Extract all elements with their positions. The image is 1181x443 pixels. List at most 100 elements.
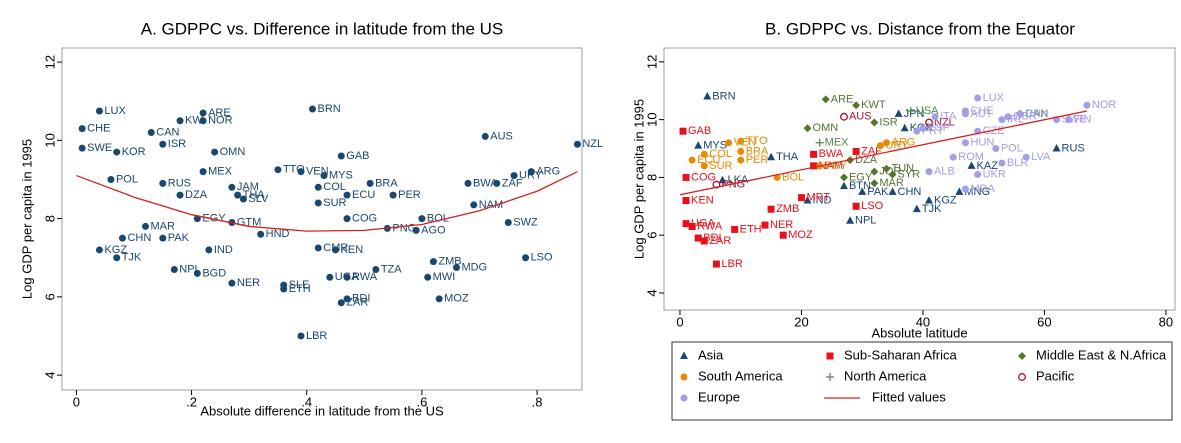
point-label: HUN: [970, 137, 994, 149]
point-label: CHN: [127, 232, 151, 244]
marker: [504, 219, 512, 227]
x-tick-label: 20: [794, 314, 808, 329]
marker: [888, 187, 897, 195]
marker: [314, 183, 322, 191]
legend-label: Sub-Saharan Africa: [844, 347, 958, 362]
marker: [703, 92, 712, 100]
x-tick-label: .8: [532, 394, 543, 409]
point-label: COL: [323, 181, 346, 193]
x-tick-label: 60: [1037, 314, 1051, 329]
point-label: CHE: [970, 105, 993, 117]
marker: [810, 162, 818, 170]
point-label: JAM: [237, 181, 259, 193]
x-tick-label: 0: [676, 314, 683, 329]
legend-label: North America: [844, 368, 927, 383]
point-label: ETH: [740, 223, 762, 235]
marker: [228, 183, 236, 191]
point-label: UGA: [691, 218, 716, 230]
point-label: NAM: [479, 199, 503, 211]
marker: [961, 110, 969, 118]
marker: [998, 159, 1006, 167]
marker: [955, 187, 964, 195]
marker: [718, 175, 727, 184]
point-label: RWA: [697, 220, 723, 232]
marker: [858, 187, 867, 195]
marker: [967, 161, 976, 169]
marker: [925, 196, 934, 204]
marker: [452, 264, 460, 272]
marker: [239, 195, 247, 203]
marker: [815, 138, 824, 147]
x-tick-label: .6: [416, 394, 427, 409]
point-label: NPL: [855, 215, 876, 227]
marker: [343, 295, 351, 303]
point-label: BTN: [849, 180, 871, 192]
point-label: POL: [1001, 142, 1023, 154]
marker: [95, 246, 103, 254]
plot-frame: [61, 47, 583, 391]
marker: [199, 109, 207, 117]
marker: [680, 394, 688, 402]
marker: [113, 254, 121, 262]
point-label: RUS: [168, 177, 191, 189]
point-label: BRA: [746, 145, 769, 157]
marker: [931, 113, 939, 121]
point-label: GAB: [346, 150, 369, 162]
marker: [810, 150, 818, 158]
marker: [573, 140, 581, 148]
fitted-line: [76, 171, 578, 232]
point-label: CZE: [983, 125, 1005, 137]
point-label: LSO: [861, 200, 883, 212]
marker: [803, 196, 812, 204]
point-label: MYS: [329, 169, 353, 181]
marker: [1004, 113, 1012, 121]
point-label: SWE: [1062, 114, 1087, 126]
marker: [846, 216, 855, 224]
marker: [170, 265, 178, 273]
point-label: KW: [185, 115, 203, 127]
point-label: PRT: [922, 125, 944, 137]
y-tick-label: 10: [644, 112, 659, 126]
point-label: MOZ: [444, 293, 469, 305]
point-label: OMN: [813, 122, 839, 134]
marker: [274, 166, 282, 174]
marker: [424, 273, 432, 281]
point-label: RWA: [352, 271, 378, 283]
marker: [95, 107, 103, 115]
marker: [389, 191, 397, 199]
marker: [949, 153, 957, 161]
marker: [852, 147, 860, 155]
marker: [694, 141, 703, 149]
y-axis-label: Log GDP per capita in 1995: [19, 139, 34, 299]
marker: [159, 140, 167, 148]
marker: [1016, 110, 1024, 118]
x-tick-label: .4: [301, 394, 312, 409]
marker: [680, 351, 688, 359]
marker: [688, 156, 696, 164]
marker: [435, 295, 443, 303]
marker: [343, 273, 351, 281]
point-label: RUS: [1062, 142, 1085, 154]
point-label: BRN: [712, 90, 735, 102]
marker: [211, 148, 219, 156]
marker: [280, 281, 288, 289]
point-label: MEX: [825, 137, 850, 149]
marker: [725, 139, 733, 147]
point-label: IND: [214, 244, 233, 256]
marker: [418, 215, 426, 223]
point-label: GAB: [688, 125, 711, 137]
marker: [712, 260, 720, 268]
marker: [682, 197, 690, 205]
marker: [700, 237, 708, 245]
marker: [888, 170, 897, 179]
marker: [797, 194, 805, 202]
marker: [159, 234, 167, 242]
point-label: CAN: [156, 126, 179, 138]
point-label: THA: [243, 189, 266, 201]
marker: [870, 118, 879, 127]
marker: [761, 221, 769, 229]
point-label: POL: [116, 173, 138, 185]
marker: [147, 129, 155, 137]
point-label: CAN: [1025, 108, 1048, 120]
